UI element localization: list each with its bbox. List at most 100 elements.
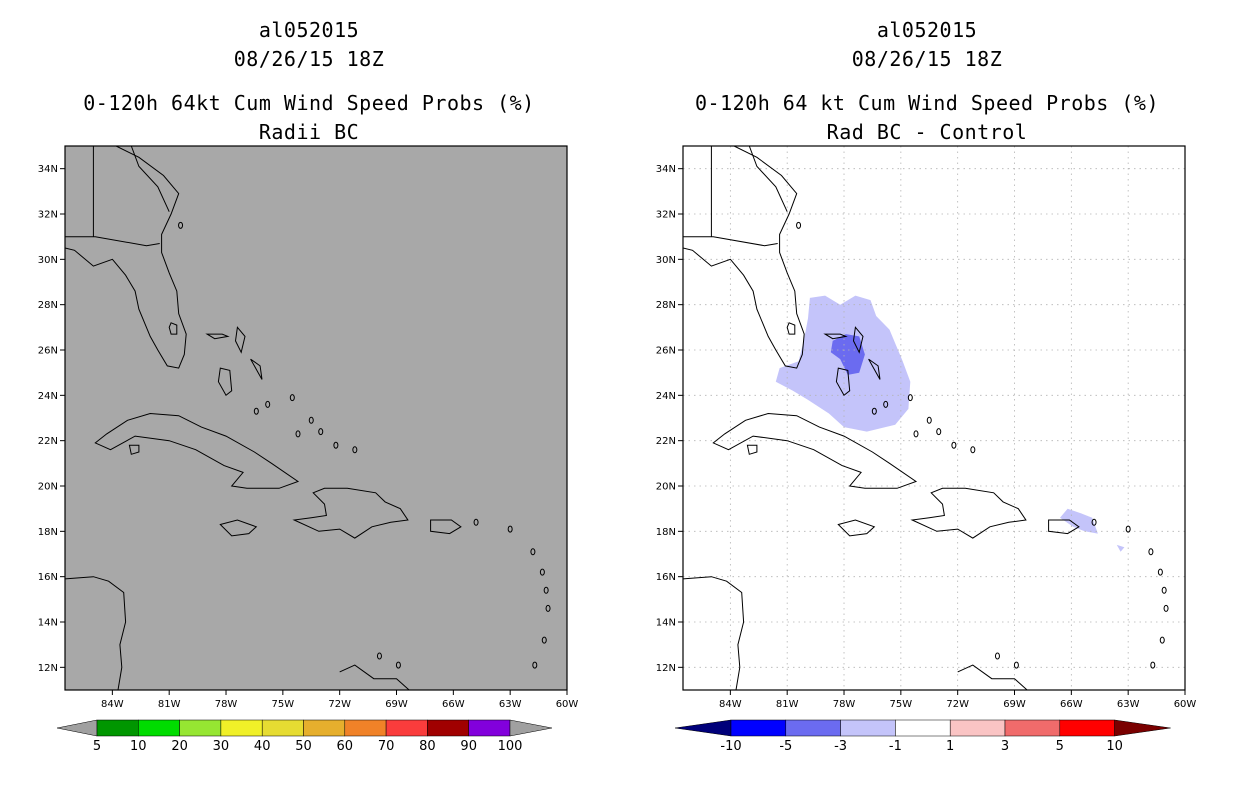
colorbar-swatch — [427, 719, 469, 737]
coast-jamaica — [219, 519, 258, 537]
right-storm-id: al052015 — [876, 18, 978, 42]
colorbar-swatch — [895, 719, 951, 737]
small-island — [1125, 525, 1131, 533]
coast-isle-of-youth — [746, 444, 758, 455]
colorbar-swatch — [220, 719, 263, 737]
coast-hispaniola — [910, 487, 1027, 539]
small-island — [376, 652, 382, 660]
plot-background — [65, 146, 567, 690]
small-island — [318, 428, 324, 436]
plot-background — [683, 146, 1185, 690]
small-island — [907, 394, 913, 402]
small-island — [295, 430, 301, 438]
diff-region-puerto-rico — [1060, 508, 1098, 534]
left-map: 84W 81W 78W 75W 72W 69W 66W 63W 60W 12N 14N 16N 18N 2… — [38, 145, 579, 754]
small-island — [543, 586, 549, 594]
right-map: 84W 81W 78W 75W 72W 69W 66W 63W 60W 12N 14N 16N 18N 2… — [656, 145, 1197, 754]
x-tick-label: 84W — [101, 699, 124, 710]
colorbar: 5 10 20 30 40 50 60 70 80 90 100 — [56, 719, 553, 754]
left-panel: al052015 08/26/15 18Z 0-120h 64kt Cum Wi… — [38, 18, 579, 754]
coast-eleuthera — [250, 358, 263, 380]
y-tick-label: 20N — [656, 482, 676, 493]
y-tick-label: 16N — [38, 572, 58, 583]
y-tick-label: 26N — [656, 346, 676, 357]
colorbar-label: 60 — [337, 739, 354, 754]
small-island — [289, 394, 295, 402]
x-tick-label: 81W — [158, 699, 181, 710]
small-island — [473, 518, 479, 526]
small-island — [1013, 661, 1019, 669]
plot-frame — [682, 145, 1186, 691]
colorbar-arrow-high — [509, 719, 553, 737]
colorbar-swatch — [138, 719, 180, 737]
y-tick-label: 18N — [656, 527, 676, 538]
x-tick-label: 66W — [1060, 699, 1083, 710]
colorbar-label: 70 — [378, 739, 395, 754]
coast-lake-okeechobee — [786, 322, 796, 335]
small-island — [994, 652, 1000, 660]
small-island — [883, 400, 889, 408]
right-subtitle: Rad BC - Control — [826, 120, 1028, 144]
coast-state-border-sc-ga — [748, 146, 788, 212]
coast-puerto-rico — [1048, 519, 1080, 535]
small-island — [530, 548, 536, 556]
x-tick-label: 84W — [719, 699, 742, 710]
small-island — [970, 446, 976, 454]
small-island — [532, 661, 538, 669]
colorbar-swatch — [840, 719, 896, 737]
small-island — [352, 446, 358, 454]
small-island — [333, 441, 339, 449]
x-tick-label: 69W — [385, 699, 408, 710]
colorbar-label: -1 — [889, 739, 902, 754]
coast-jamaica — [837, 519, 876, 537]
diff-region-bahamas-core — [830, 334, 865, 375]
coast-puerto-rico — [430, 519, 462, 535]
x-tick-label: 72W — [946, 699, 969, 710]
small-island — [1150, 661, 1156, 669]
small-island — [308, 416, 314, 424]
colorbar-swatch — [1004, 719, 1061, 737]
colorbar-label: 5 — [1056, 739, 1064, 754]
colorbar-swatch — [385, 719, 428, 737]
colorbar-label: 1 — [946, 739, 954, 754]
y-tick-label: 28N — [656, 300, 676, 311]
small-island — [936, 428, 942, 436]
x-tick-label: 60W — [1174, 699, 1197, 710]
map-layer — [683, 146, 1185, 690]
y-tick-label: 24N — [38, 391, 58, 402]
coast-state-border-sc-ga — [130, 146, 170, 212]
colorbar-label: 30 — [213, 739, 230, 754]
small-island — [926, 416, 932, 424]
x-tick-label: 63W — [499, 699, 522, 710]
colorbar-swatch — [468, 719, 511, 737]
coast-eleuthera — [868, 358, 881, 380]
small-island — [1161, 586, 1167, 594]
coast-isle-of-youth — [128, 444, 140, 455]
small-island — [253, 407, 259, 415]
y-tick-label: 34N — [656, 164, 676, 175]
coast-hispaniola — [292, 487, 409, 539]
colorbar-label: -10 — [720, 739, 741, 754]
y-tick-label: 14N — [38, 618, 58, 629]
y-tick-label: 20N — [38, 482, 58, 493]
coast-south-america — [683, 576, 745, 690]
left-datetime: 08/26/15 18Z — [233, 47, 385, 71]
x-tick-label: 60W — [556, 699, 579, 710]
right-title: 0-120h 64 kt Cum Wind Speed Probs (%) — [694, 91, 1160, 115]
y-tick-label: 32N — [38, 210, 58, 221]
colorbar-label: 80 — [419, 739, 436, 754]
coast-us-southeast-coast — [65, 146, 187, 369]
small-island — [796, 221, 802, 229]
coast-state-border-ga-fl — [65, 236, 160, 247]
x-tick-label: 63W — [1117, 699, 1140, 710]
y-tick-label: 14N — [656, 618, 676, 629]
right-datetime: 08/26/15 18Z — [851, 47, 1003, 71]
colorbar-arrow-high — [1114, 719, 1171, 737]
y-tick-label: 30N — [38, 255, 58, 266]
colorbar-label: 10 — [130, 739, 147, 754]
x-tick-label: 72W — [328, 699, 351, 710]
coast-venezuela-coast — [339, 664, 410, 690]
x-tick-label: 66W — [442, 699, 465, 710]
coast-grand-bahama — [205, 333, 230, 340]
small-island — [1148, 548, 1154, 556]
